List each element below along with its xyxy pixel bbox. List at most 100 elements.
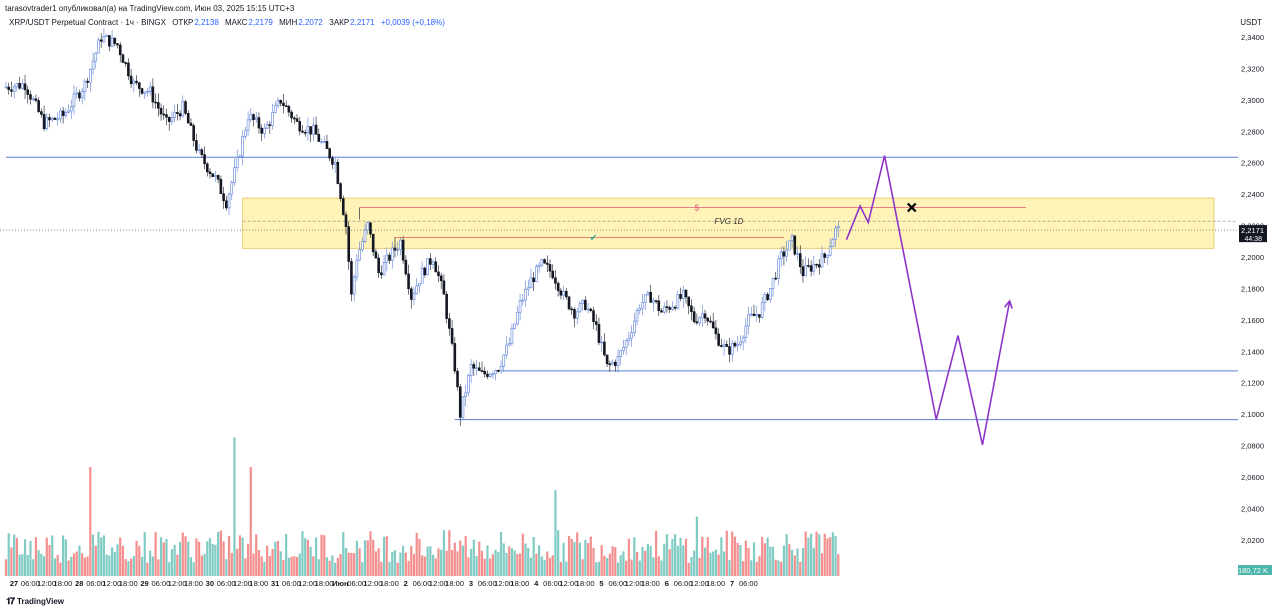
volume-bar [758,556,761,576]
candle-body [268,124,272,126]
volume-bar [720,537,723,576]
candle-body [94,52,98,62]
candle-body [701,313,704,319]
time-tick-label: 06:00 [347,579,366,588]
volume-bar [755,561,758,576]
candle-body [562,290,565,296]
volume-bar [826,538,829,576]
volume-bar [766,537,769,576]
annotations-layer: $✔ [359,155,1026,445]
candle-body [137,82,141,89]
volume-bar [304,538,307,576]
volume-bar [206,541,209,576]
volume-bar [105,554,108,576]
candle-body [809,265,813,272]
candle-body [480,370,484,372]
volume-bar [771,546,775,576]
candle-body [673,306,677,309]
volume-bar [687,562,690,576]
candle-body [18,83,21,89]
volume-bar [497,551,500,576]
candle-body [513,323,516,329]
candle-body [415,285,419,294]
volume-bar [37,550,40,576]
candle-body [157,102,160,109]
time-tick-label: 12:00 [559,579,578,588]
volume-bar [785,533,788,576]
candle-body [80,91,84,99]
candle-body [831,239,835,248]
volume-bar [222,541,225,576]
candle-body [793,235,797,255]
time-tick-label: 18:00 [706,579,725,588]
candle-body [828,246,832,256]
volume-bar [619,555,622,576]
volume-bar [176,554,179,576]
candle-body [461,396,465,418]
candle-body [249,114,253,121]
candle-body [301,130,304,133]
volume-bar [644,550,647,576]
candle-body [118,44,122,56]
volume-bar [616,562,620,576]
volume-bar [236,548,239,576]
volume-bar [355,540,358,576]
volume-bar [45,537,48,576]
high-label: МАКС [225,18,248,27]
volume-bar [641,546,644,576]
fvg-zone [242,197,1215,249]
candle-body [385,254,389,263]
candle-body [61,110,65,116]
volume-bar [407,560,410,576]
time-tick-label: 12:00 [364,579,383,588]
volume-bar [225,559,228,576]
volume-bar [562,542,565,576]
footer-brand[interactable]: 𝟏𝟕 TradingView [6,596,64,607]
price-tick-label: 2,1400 [1241,347,1264,356]
volume-bar [396,562,399,576]
volume-bar [782,545,786,576]
candle-body [317,134,321,142]
candle-body [657,300,661,312]
candle-body [589,308,593,311]
time-tick-label: 12:00 [168,579,187,588]
candle-body [257,117,261,129]
candle-body [491,373,495,376]
candle-body [10,89,13,92]
candle-body [556,282,560,292]
candle-body [205,163,209,173]
candle-body [812,263,816,272]
volume-bar [249,467,252,576]
time-tick-label: 12:00 [103,579,122,588]
candle-body [170,117,174,122]
candle-body [371,233,375,253]
candle-body [826,254,829,258]
candle-body [214,175,217,177]
volume-bar [86,556,89,576]
candle-body [635,310,639,322]
time-tick-label: 06:00 [21,579,40,588]
candle-body [121,54,125,63]
candle-body [290,111,293,119]
candle-body [124,62,127,64]
symbol-name[interactable]: XRP/USDT Perpetual Contract · 1ч · BINGX [9,18,166,27]
volume-bar [266,545,269,576]
time-tick-label: 31 [271,579,279,588]
volume-bar [622,551,625,576]
volume-bar [157,559,160,576]
volume-bar [170,549,174,576]
volume-bar [540,556,543,576]
candle-body [423,267,427,276]
candle-body [703,313,707,319]
candle-body [181,101,185,117]
candle-body [328,148,331,159]
volume-bar [51,535,54,576]
volume-bar [679,537,682,576]
price-tick-label: 2,1800 [1241,284,1264,293]
candle-body [535,266,538,283]
volume-bar [589,536,592,576]
candle-body [110,37,114,47]
volume-bar [660,560,663,576]
price-tick-label: 2,3400 [1241,33,1264,42]
